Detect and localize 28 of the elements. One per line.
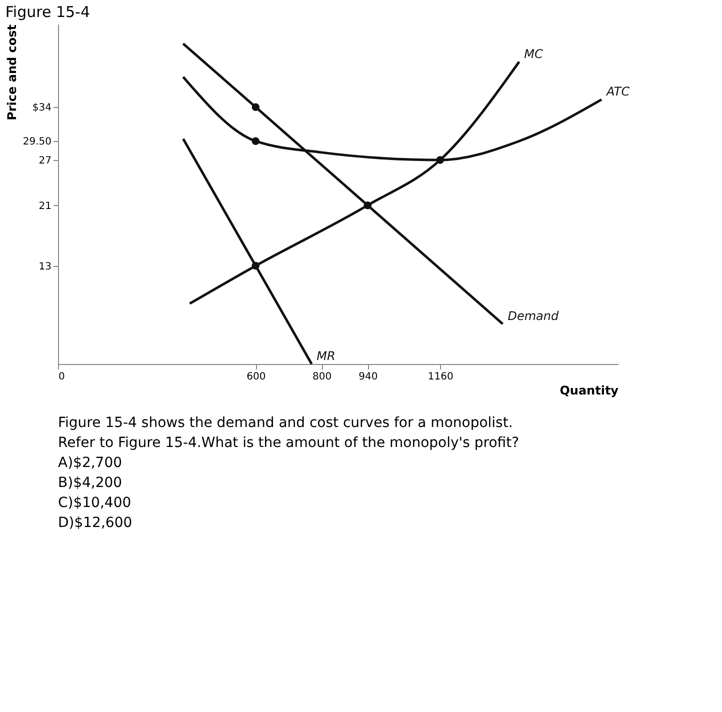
series-label: ATC bbox=[606, 84, 630, 99]
y-tick-label: $34 bbox=[32, 102, 52, 114]
y-tick-label: 13 bbox=[38, 261, 52, 272]
x-tick-label: 0 bbox=[58, 372, 65, 382]
y-axis-title: Price and cost bbox=[4, 24, 19, 120]
text: Refer to Figure 15-4.What is the amount of the monopoly's profit? bbox=[58, 435, 520, 451]
point bbox=[252, 262, 260, 270]
text: A)$2,700 bbox=[58, 455, 122, 471]
text: B)$4,200 bbox=[58, 475, 122, 491]
point bbox=[436, 156, 444, 164]
y-tick-label: 21 bbox=[38, 200, 52, 212]
caption: Figure 15-4 shows the demand and cost curves for a monopolist. bbox=[58, 415, 513, 431]
x-tick-label: 1160 bbox=[428, 372, 454, 382]
point bbox=[252, 103, 260, 111]
point bbox=[252, 137, 260, 145]
x-tick-label: 800 bbox=[312, 372, 332, 382]
series-label: MC bbox=[524, 46, 544, 61]
point bbox=[364, 201, 372, 210]
x-tick-label: 940 bbox=[358, 372, 378, 382]
series-label: MR bbox=[316, 349, 336, 363]
y-tick-label: 27 bbox=[38, 156, 52, 166]
series-label: Demand bbox=[508, 308, 559, 323]
text: C)$10,400 bbox=[58, 495, 132, 511]
chart-title: Figure 15-4 bbox=[5, 3, 90, 21]
y-tick-label: 29.50 bbox=[22, 136, 52, 148]
text: D)$12,600 bbox=[58, 515, 132, 531]
x-tick-label: 600 bbox=[246, 372, 266, 382]
x-axis-title: Quantity bbox=[560, 384, 619, 398]
